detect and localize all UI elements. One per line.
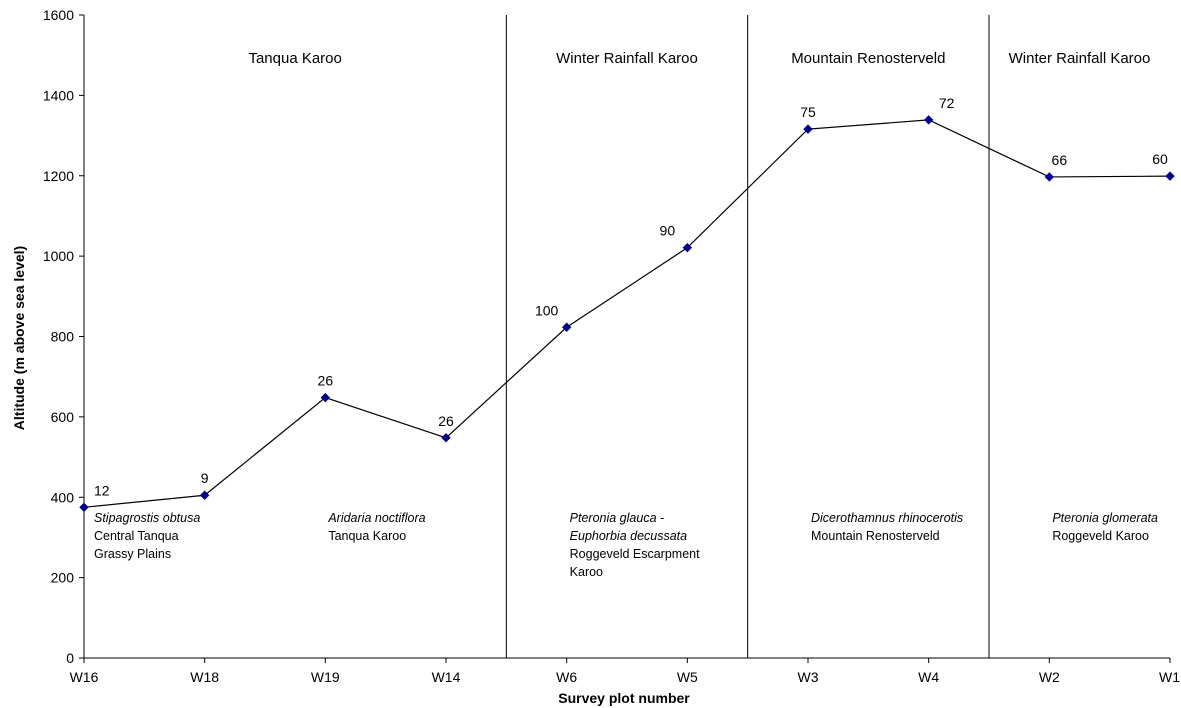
y-tick-label: 1000 <box>43 248 74 264</box>
data-point-marker <box>682 242 693 253</box>
x-axis-ticks: W16 W18 W19 W14 W6 W5 W3 W4 W2 W1 <box>70 658 1180 685</box>
x-tick-label: W19 <box>311 669 340 685</box>
data-point-marker <box>923 115 934 125</box>
data-label: 9 <box>201 470 209 486</box>
data-point-marker <box>561 322 572 332</box>
vegetation-labels: Stipagrostis obtusa Central Tanqua Grassy … <box>94 511 1158 579</box>
vegetation-label-line: Grassy Plains <box>94 547 171 561</box>
region-labels: Tanqua Karoo Winter Rainfall Karoo Mountai… <box>248 50 1150 67</box>
x-axis-title: Survey plot number <box>558 690 690 706</box>
y-tick-label: 1400 <box>43 87 74 103</box>
x-tick-label: W2 <box>1039 669 1060 685</box>
vegetation-label-line: Tanqua Karoo <box>328 529 406 543</box>
region-label: Winter Rainfall Karoo <box>1009 50 1151 67</box>
data-point-marker <box>199 490 210 500</box>
data-point-marker <box>1165 171 1175 181</box>
region-label: Mountain Renosterveld <box>791 50 945 67</box>
y-tick-label: 1600 <box>43 7 74 23</box>
vegetation-label-line: Pteronia glomerata <box>1052 511 1158 525</box>
vegetation-label-line: Roggeveld Karoo <box>1052 529 1149 543</box>
vegetation-label-line: Aridaria noctiflora <box>327 511 425 525</box>
x-tick-label: W14 <box>432 669 461 685</box>
x-tick-label: W16 <box>70 669 99 685</box>
data-label: 100 <box>535 302 559 318</box>
vegetation-label-line: Stipagrostis obtusa <box>94 511 200 525</box>
y-axis-ticks: 0 200 400 600 800 1000 1200 1400 1600 <box>43 7 84 666</box>
y-tick-label: 1200 <box>43 168 74 184</box>
data-point-marker <box>79 502 89 513</box>
y-tick-label: 200 <box>51 570 75 586</box>
vegetation-label-line: Euphorbia decussata <box>570 529 687 543</box>
series-layer <box>79 115 1175 513</box>
data-point-marker <box>441 433 451 443</box>
vegetation-label-line: Karoo <box>570 565 603 579</box>
data-label: 26 <box>318 373 334 389</box>
data-point-marker <box>803 124 813 134</box>
data-label: 72 <box>939 95 955 111</box>
data-point-marker <box>320 392 331 403</box>
plot-frame <box>83 15 1170 659</box>
data-label: 26 <box>438 413 454 429</box>
x-tick-label: W6 <box>556 669 577 685</box>
vegetation-label-line: Mountain Renosterveld <box>811 529 940 543</box>
x-tick-label: W3 <box>798 669 819 685</box>
data-label: 12 <box>94 482 110 498</box>
data-label: 60 <box>1152 151 1168 167</box>
x-tick-label: W5 <box>677 669 698 685</box>
data-point-marker <box>1044 172 1055 182</box>
region-dividers <box>505 15 990 658</box>
region-label: Winter Rainfall Karoo <box>556 50 698 67</box>
region-label: Tanqua Karoo <box>248 50 341 67</box>
vegetation-label-line: Pteronia glauca - <box>570 511 665 525</box>
y-tick-label: 800 <box>51 329 75 345</box>
data-label: 90 <box>660 223 676 239</box>
y-tick-label: 400 <box>51 489 75 505</box>
data-label: 66 <box>1052 152 1068 168</box>
x-tick-label: W18 <box>190 669 219 685</box>
vegetation-label-line: Roggeveld Escarpment <box>570 547 700 561</box>
y-tick-label: 600 <box>51 409 75 425</box>
vegetation-label-line: Central Tanqua <box>94 529 179 543</box>
data-label: 75 <box>800 104 816 120</box>
x-tick-label: W4 <box>918 669 939 685</box>
data-labels: 12 9 26 26 100 90 75 72 66 60 <box>94 95 1168 498</box>
y-tick-label: 0 <box>66 650 74 666</box>
x-tick-label: W1 <box>1159 669 1180 685</box>
series-line <box>83 119 1171 508</box>
y-axis-title: Altitude (m above sea level) <box>11 246 27 430</box>
vegetation-label-line: Dicerothamnus rhinocerotis <box>811 511 963 525</box>
